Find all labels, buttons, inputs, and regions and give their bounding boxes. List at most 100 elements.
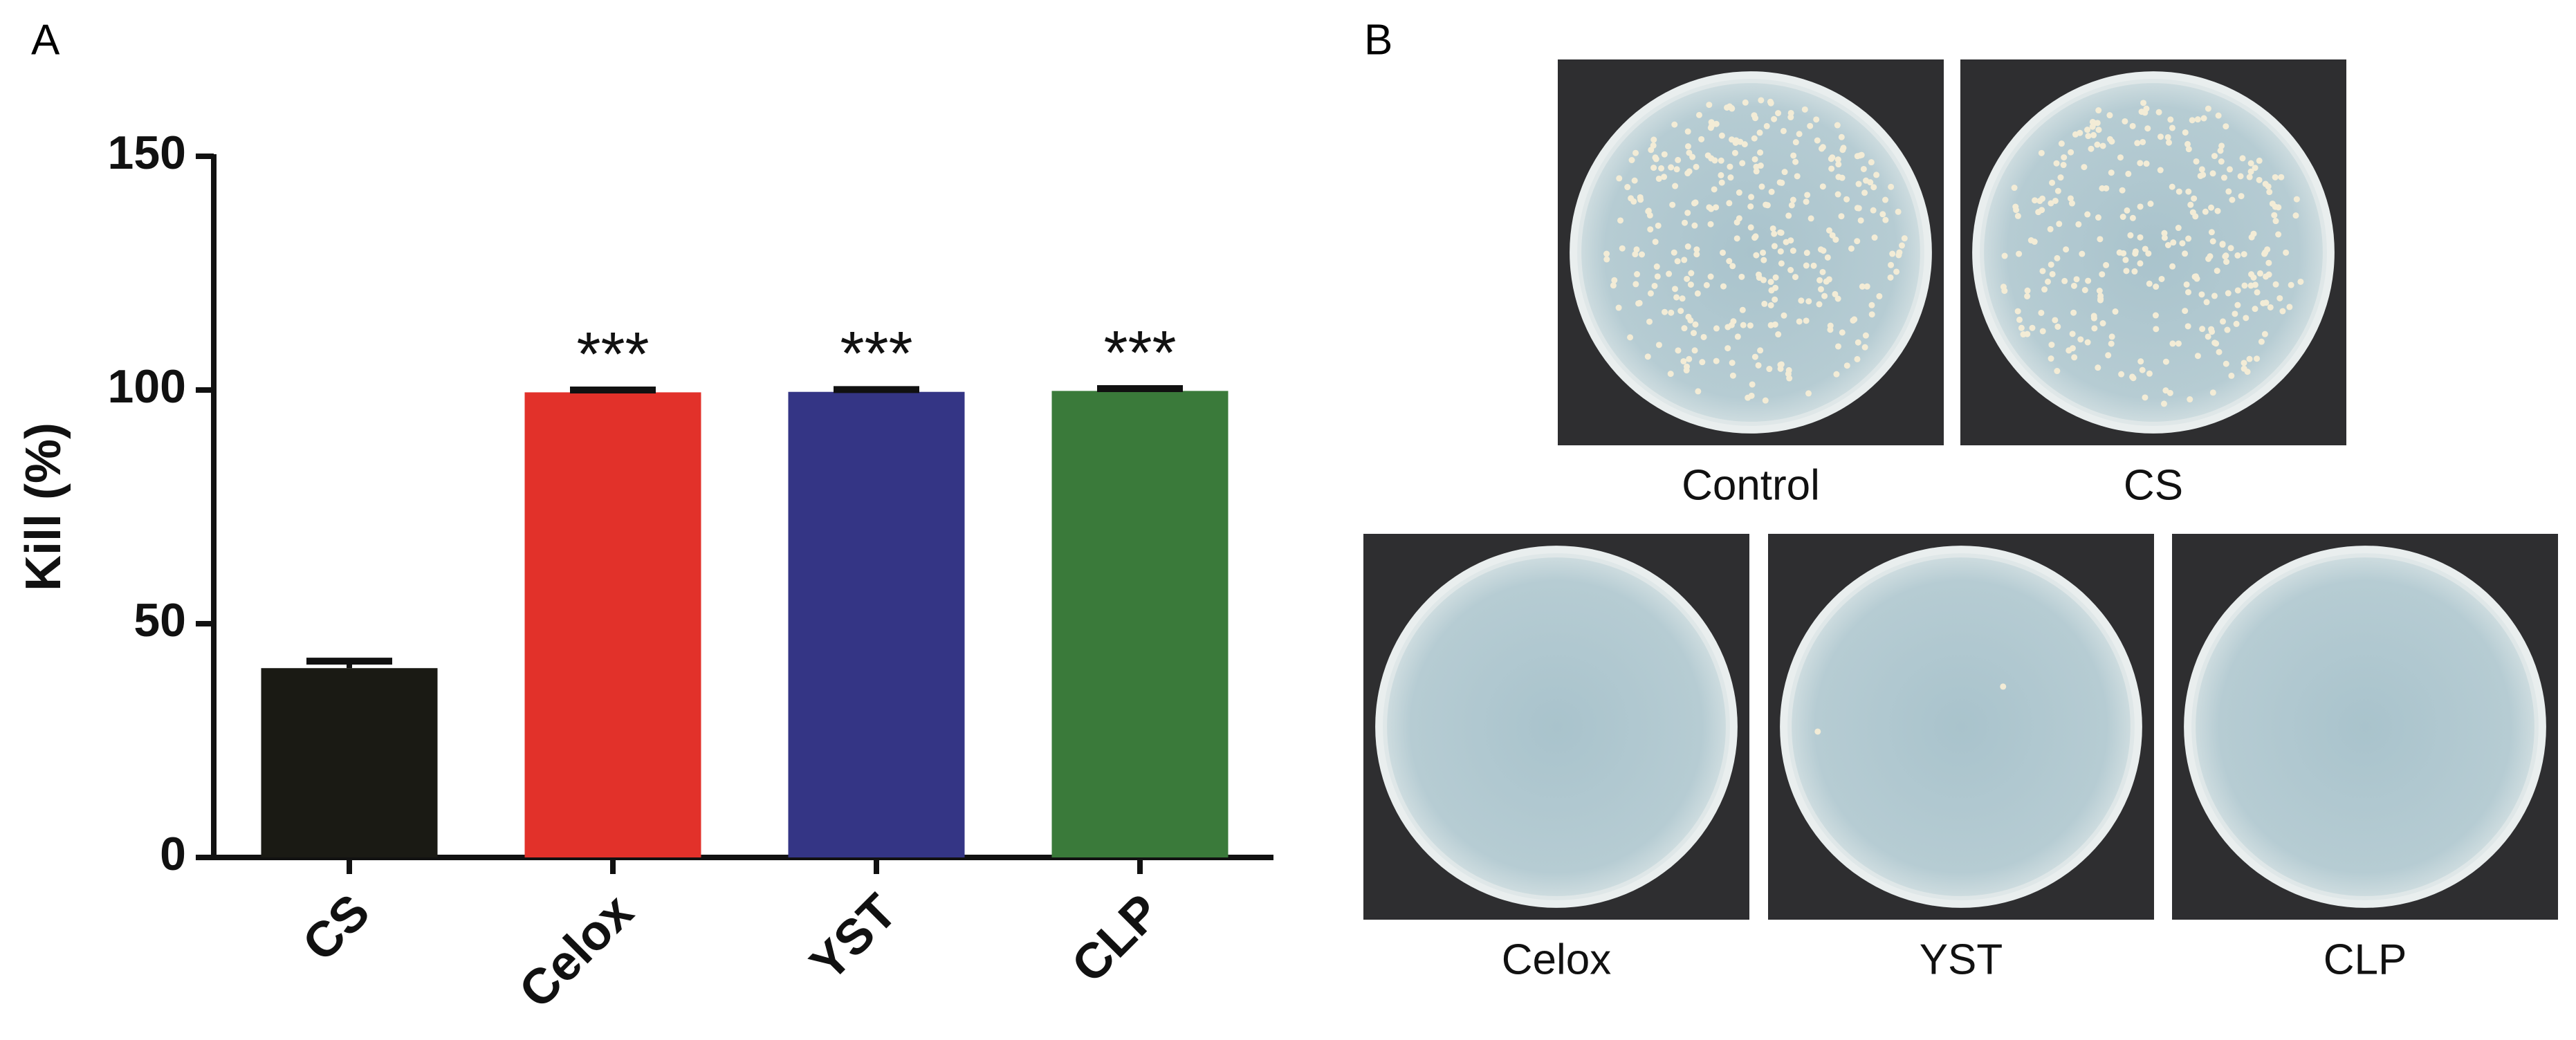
colony	[2038, 309, 2045, 316]
colony	[2254, 355, 2261, 362]
colony	[1838, 213, 1845, 220]
colony	[1839, 174, 1846, 181]
colony	[2095, 107, 2102, 114]
colony	[2047, 225, 2054, 232]
colony	[2153, 326, 2160, 333]
colony	[2079, 250, 2086, 257]
colony	[2187, 201, 2194, 208]
colony	[1848, 245, 1855, 252]
colony	[2192, 213, 2199, 220]
colony	[1821, 292, 1828, 299]
colony	[2143, 105, 2150, 112]
colony	[1693, 246, 1700, 253]
colony	[1819, 144, 1826, 151]
colony	[2108, 138, 2115, 145]
colony	[1792, 274, 1798, 281]
colony	[1763, 122, 1770, 129]
colony	[1854, 238, 1861, 245]
colony	[1654, 273, 1661, 280]
colony	[2024, 292, 2031, 299]
colony	[2162, 358, 2169, 365]
plate-photos: Control CS Celox YST CLP	[1363, 59, 2558, 983]
colony	[2262, 249, 2269, 256]
colony	[2217, 147, 2224, 154]
colony	[1700, 333, 1707, 340]
colony	[1860, 165, 1867, 172]
colony	[2183, 281, 2190, 288]
colony	[2202, 208, 2209, 215]
colony	[2224, 326, 2231, 333]
colony	[1854, 355, 1861, 362]
colony	[1805, 298, 1812, 305]
colony	[1739, 160, 1746, 167]
colony	[2090, 315, 2097, 322]
colony	[1794, 173, 1801, 180]
colony	[2193, 158, 2200, 165]
colony	[2053, 160, 2060, 167]
colony	[1834, 343, 1841, 350]
colony	[1651, 282, 1658, 289]
colony	[2097, 236, 2104, 243]
colony	[1627, 334, 1634, 341]
colony	[2146, 370, 2153, 377]
colony	[2185, 146, 2192, 153]
colony	[2241, 282, 2248, 289]
colony	[2207, 253, 2214, 260]
colony	[2077, 129, 2083, 136]
colony	[1671, 286, 1678, 292]
colony	[1834, 295, 1841, 302]
colony	[2000, 683, 2007, 690]
colony	[2024, 287, 2031, 294]
colony	[1855, 339, 1861, 346]
colony	[1807, 215, 1814, 222]
colony	[2137, 203, 2144, 210]
colony	[2069, 331, 2076, 337]
colony	[1708, 119, 1715, 126]
colony	[1668, 164, 1675, 171]
colony	[1706, 204, 1713, 211]
colony	[2097, 295, 2104, 302]
plate-label: CLP	[2324, 936, 2407, 983]
colony	[1684, 243, 1691, 250]
colony	[2048, 355, 2054, 362]
colony	[1733, 219, 1740, 226]
colony	[1840, 145, 1847, 151]
x-tick-label: Celox	[509, 884, 644, 1019]
colony	[2041, 286, 2048, 293]
colony	[2085, 133, 2092, 140]
colony	[1747, 224, 1754, 231]
colony	[2232, 310, 2238, 317]
colony	[2016, 316, 2023, 323]
colony	[2241, 360, 2247, 366]
colony	[1646, 318, 1653, 325]
colony	[2063, 246, 2070, 253]
colony	[1868, 159, 1875, 166]
colony	[1807, 122, 1814, 129]
x-tick-label: YST	[800, 884, 908, 992]
colony	[1682, 219, 1689, 226]
colony	[1769, 225, 1776, 232]
colony	[1787, 237, 1794, 244]
colony	[2211, 292, 2218, 299]
colony	[2265, 271, 2272, 278]
colony	[2099, 320, 2106, 327]
colony	[1718, 132, 1725, 139]
colony	[2169, 263, 2176, 270]
colony	[1634, 271, 1641, 278]
agar	[1383, 553, 1730, 900]
colony	[1790, 196, 1796, 203]
colony	[2117, 154, 2124, 161]
colony	[2161, 230, 2168, 236]
bar	[524, 392, 701, 857]
colony	[2052, 317, 2059, 324]
colony	[1637, 196, 1644, 203]
colony	[2088, 145, 2095, 152]
colony	[1726, 103, 1733, 110]
colony	[1839, 329, 1846, 336]
colony	[1803, 262, 1810, 269]
colony	[1650, 165, 1657, 171]
colony	[1819, 183, 1826, 190]
colony	[1738, 273, 1745, 280]
colony	[2194, 116, 2201, 123]
colony	[1895, 208, 1902, 215]
